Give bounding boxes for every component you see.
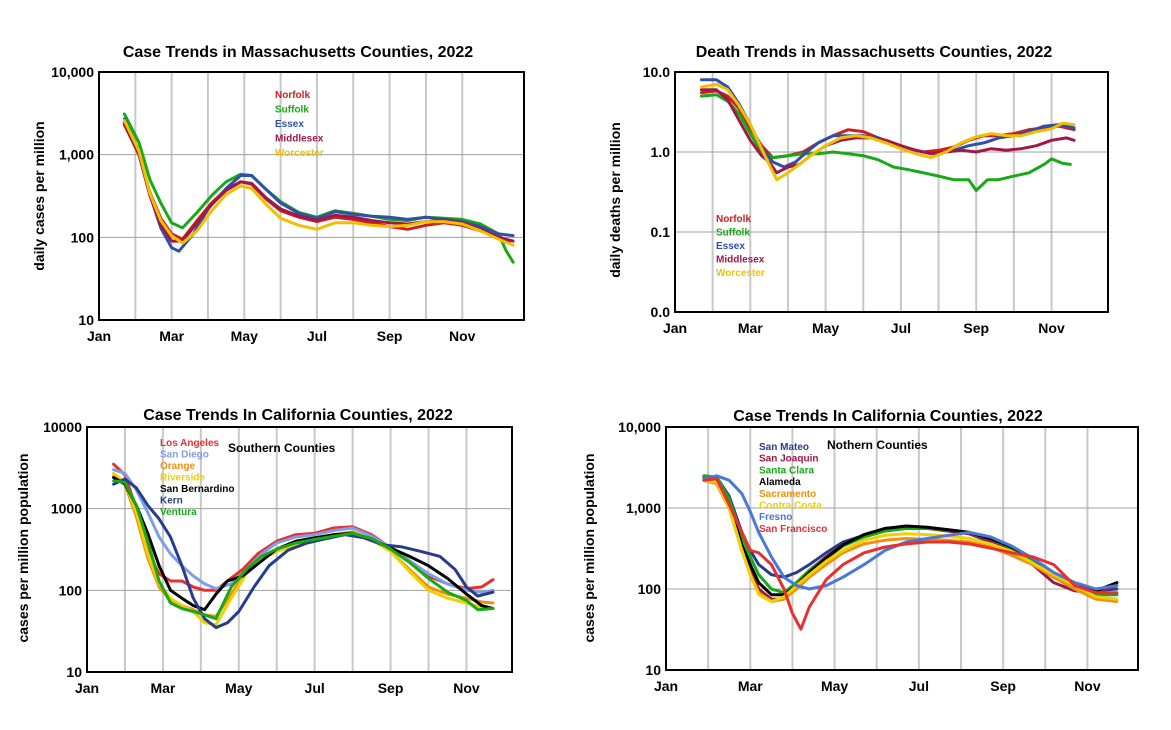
legend-entry: Norfolk bbox=[275, 90, 310, 101]
x-tick-label: Sep bbox=[990, 678, 1016, 694]
y-axis-label: daily cases per million bbox=[31, 121, 47, 270]
x-tick-label: Sep bbox=[377, 328, 403, 344]
y-tick-label: 1,000 bbox=[59, 147, 94, 163]
legend-entry: San Bernardino bbox=[160, 484, 234, 495]
ca-south-panel: 10 100 1000 10000 Jan Mar May Jul Sep Nov Case Tre… bbox=[15, 407, 513, 696]
chart-title: Case Trends In California Counties, 2022 bbox=[143, 407, 453, 424]
y-tick-label: 10000 bbox=[43, 419, 82, 435]
legend-entry: Kern bbox=[160, 496, 183, 507]
y-tick-label: 10,000 bbox=[51, 64, 94, 80]
y-tick-label: 10 bbox=[645, 662, 661, 678]
legend-entry: Santa Clara bbox=[759, 465, 814, 476]
x-tick-label: May bbox=[821, 678, 848, 694]
x-tick-label: Nov bbox=[449, 328, 476, 344]
legend-entry: San Joaquin bbox=[759, 454, 818, 465]
series-line-los-angeles bbox=[112, 462, 495, 592]
chart-title: Case Trends in Massachusetts Counties, 2… bbox=[123, 44, 473, 61]
y-tick-label: 10.0 bbox=[643, 64, 670, 80]
plot-area bbox=[99, 72, 524, 320]
x-tick-label: Jan bbox=[654, 678, 678, 694]
plot-frame bbox=[674, 71, 1109, 313]
x-tick-label: Nov bbox=[453, 680, 480, 696]
x-tick-label: Sep bbox=[378, 680, 404, 696]
x-tick-label: May bbox=[225, 680, 252, 696]
series-line-kern bbox=[112, 477, 495, 630]
legend-entry: Los Angeles bbox=[160, 438, 220, 449]
legend-entry: Norfolk bbox=[716, 214, 751, 225]
series-line-san-francisco bbox=[702, 477, 1119, 631]
legend-entry: San Diego bbox=[160, 450, 209, 461]
series-line-worcester bbox=[122, 118, 515, 247]
y-axis-label: cases per million population bbox=[15, 453, 31, 642]
x-tick-label: Mar bbox=[150, 680, 175, 696]
chart-title: Death Trends in Massachusetts Counties, … bbox=[696, 44, 1053, 61]
x-tick-label: Jan bbox=[87, 328, 111, 344]
series-line-contra-costa bbox=[702, 478, 1119, 603]
legend-entry: Ventura bbox=[160, 507, 197, 518]
plot-area bbox=[666, 427, 1138, 670]
y-tick-label: 10,000 bbox=[618, 419, 661, 435]
series-line-san-bernardino bbox=[112, 476, 495, 612]
legend-entry: Middlesex bbox=[716, 255, 765, 266]
x-tick-label: Jan bbox=[75, 680, 99, 696]
x-tick-label: Jul bbox=[307, 328, 327, 344]
series-line-suffolk bbox=[699, 93, 1072, 192]
chart-title: Case Trends In California Counties, 2022 bbox=[733, 408, 1043, 425]
legend-entry: Suffolk bbox=[716, 228, 750, 239]
y-tick-label: 10 bbox=[78, 312, 94, 328]
y-axis-label: cases per million population bbox=[581, 453, 597, 642]
series-line-essex bbox=[122, 117, 515, 253]
x-tick-label: Nov bbox=[1074, 678, 1101, 694]
plot-frame bbox=[665, 426, 1139, 671]
ca-north-panel: 10 100 1,000 10,000 Jan Mar May Jul Sep Nov Case T… bbox=[581, 408, 1139, 694]
legend-entry: Middlesex bbox=[275, 134, 324, 145]
x-tick-label: May bbox=[231, 328, 258, 344]
y-tick-label: 100 bbox=[59, 582, 83, 598]
legend-entry: Contra Costa bbox=[759, 501, 822, 512]
legend-entry: Orange bbox=[160, 461, 195, 472]
x-tick-label: Jul bbox=[305, 680, 325, 696]
legend-entry: Suffolk bbox=[275, 105, 309, 116]
legend-entry: Alameda bbox=[759, 477, 801, 488]
legend-entry: Fresno bbox=[759, 512, 792, 523]
legend-entry: San Francisco bbox=[759, 524, 827, 535]
x-tick-label: Nov bbox=[1038, 320, 1065, 336]
x-tick-label: Mar bbox=[738, 678, 763, 694]
y-axis-label: daily deaths per million bbox=[607, 122, 623, 278]
y-tick-label: 1.0 bbox=[651, 144, 671, 160]
y-tick-label: 1000 bbox=[51, 501, 82, 517]
y-tick-label: 10 bbox=[66, 664, 82, 680]
plot-frame bbox=[86, 426, 513, 673]
y-tick-label: 100 bbox=[638, 581, 662, 597]
legend-entry: Essex bbox=[275, 119, 304, 130]
legend-entry: San Mateo bbox=[759, 442, 809, 453]
x-tick-label: May bbox=[812, 320, 839, 336]
x-tick-label: Sep bbox=[963, 320, 989, 336]
legend-entry: Worcester bbox=[716, 268, 765, 279]
series-line-worcester bbox=[699, 82, 1076, 182]
x-tick-label: Jul bbox=[891, 320, 911, 336]
x-tick-label: Mar bbox=[738, 320, 763, 336]
chart-annotation: Southern Counties bbox=[228, 441, 336, 455]
plot-area bbox=[87, 427, 512, 672]
x-tick-label: Mar bbox=[159, 328, 184, 344]
x-tick-label: Jul bbox=[909, 678, 929, 694]
plot-area bbox=[675, 72, 1108, 312]
y-tick-label: 0.1 bbox=[651, 224, 671, 240]
legend-entry: Riverside bbox=[160, 473, 205, 484]
series-line-san-diego bbox=[112, 468, 495, 594]
x-tick-label: Jan bbox=[663, 320, 687, 336]
series-line-ventura bbox=[112, 479, 495, 621]
y-tick-label: 0.0 bbox=[651, 304, 671, 320]
legend-entry: Essex bbox=[716, 241, 745, 252]
ma-deaths-panel: 0.0 0.1 1.0 10.0 Jan Mar May Jul Sep Nov Death Tre… bbox=[607, 44, 1109, 336]
legend-entry: Worcester bbox=[275, 148, 324, 159]
ma-cases-panel: 10 100 1,000 10,000 Jan Mar May Jul Sep Nov Case T… bbox=[31, 44, 525, 344]
chart-annotation: Nothern Counties bbox=[827, 438, 928, 452]
plot-frame bbox=[98, 71, 525, 321]
legend-entry: Sacramento bbox=[759, 489, 816, 500]
y-tick-label: 100 bbox=[71, 229, 95, 245]
y-tick-label: 1,000 bbox=[626, 500, 661, 516]
